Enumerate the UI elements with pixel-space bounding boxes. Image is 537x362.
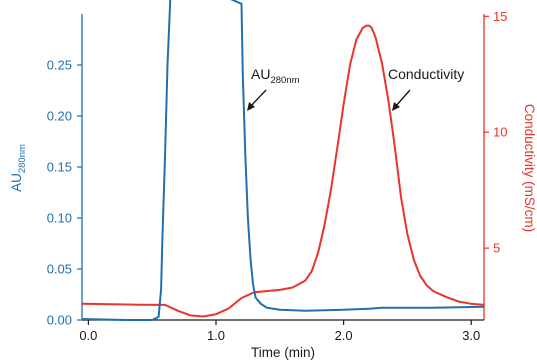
series-line-conductivity [82,24,484,318]
left-axis-title: AU280nm [9,144,28,192]
x-axis-title: Time (min) [251,345,315,360]
right-tick-label: 10 [493,125,507,140]
left-tick-label: 0.20 [47,109,72,124]
annotation-conductivity-label: Conductivity [388,66,464,82]
x-tick-label: 0.0 [79,328,97,343]
left-tick-label: 0.10 [47,211,72,226]
x-axis-ticks: 0.0 1.0 2.0 3.0 [79,320,480,343]
right-axis-title: Conductivity (mS/cm) [522,104,537,232]
left-axis-ticks: 0.00 0.05 0.10 0.15 0.20 0.25 [47,58,82,328]
series-line-au280nm [82,0,484,321]
right-axis-ticks: 5 10 15 [484,9,507,256]
left-tick-label: 0.05 [47,262,72,277]
left-tick-label: 0.25 [47,58,72,73]
annotation-au280nm-label: AU280nm [251,66,300,86]
annotation-conductivity-arrow [392,89,411,111]
left-tick-label: 0.00 [47,313,72,328]
left-tick-label: 0.15 [47,160,72,175]
x-tick-label: 2.0 [335,328,353,343]
right-tick-label: 5 [493,241,500,256]
x-tick-label: 3.0 [462,328,480,343]
x-tick-label: 1.0 [207,328,225,343]
right-tick-label: 15 [493,9,507,24]
annotation-au280nm-arrow [247,89,267,111]
